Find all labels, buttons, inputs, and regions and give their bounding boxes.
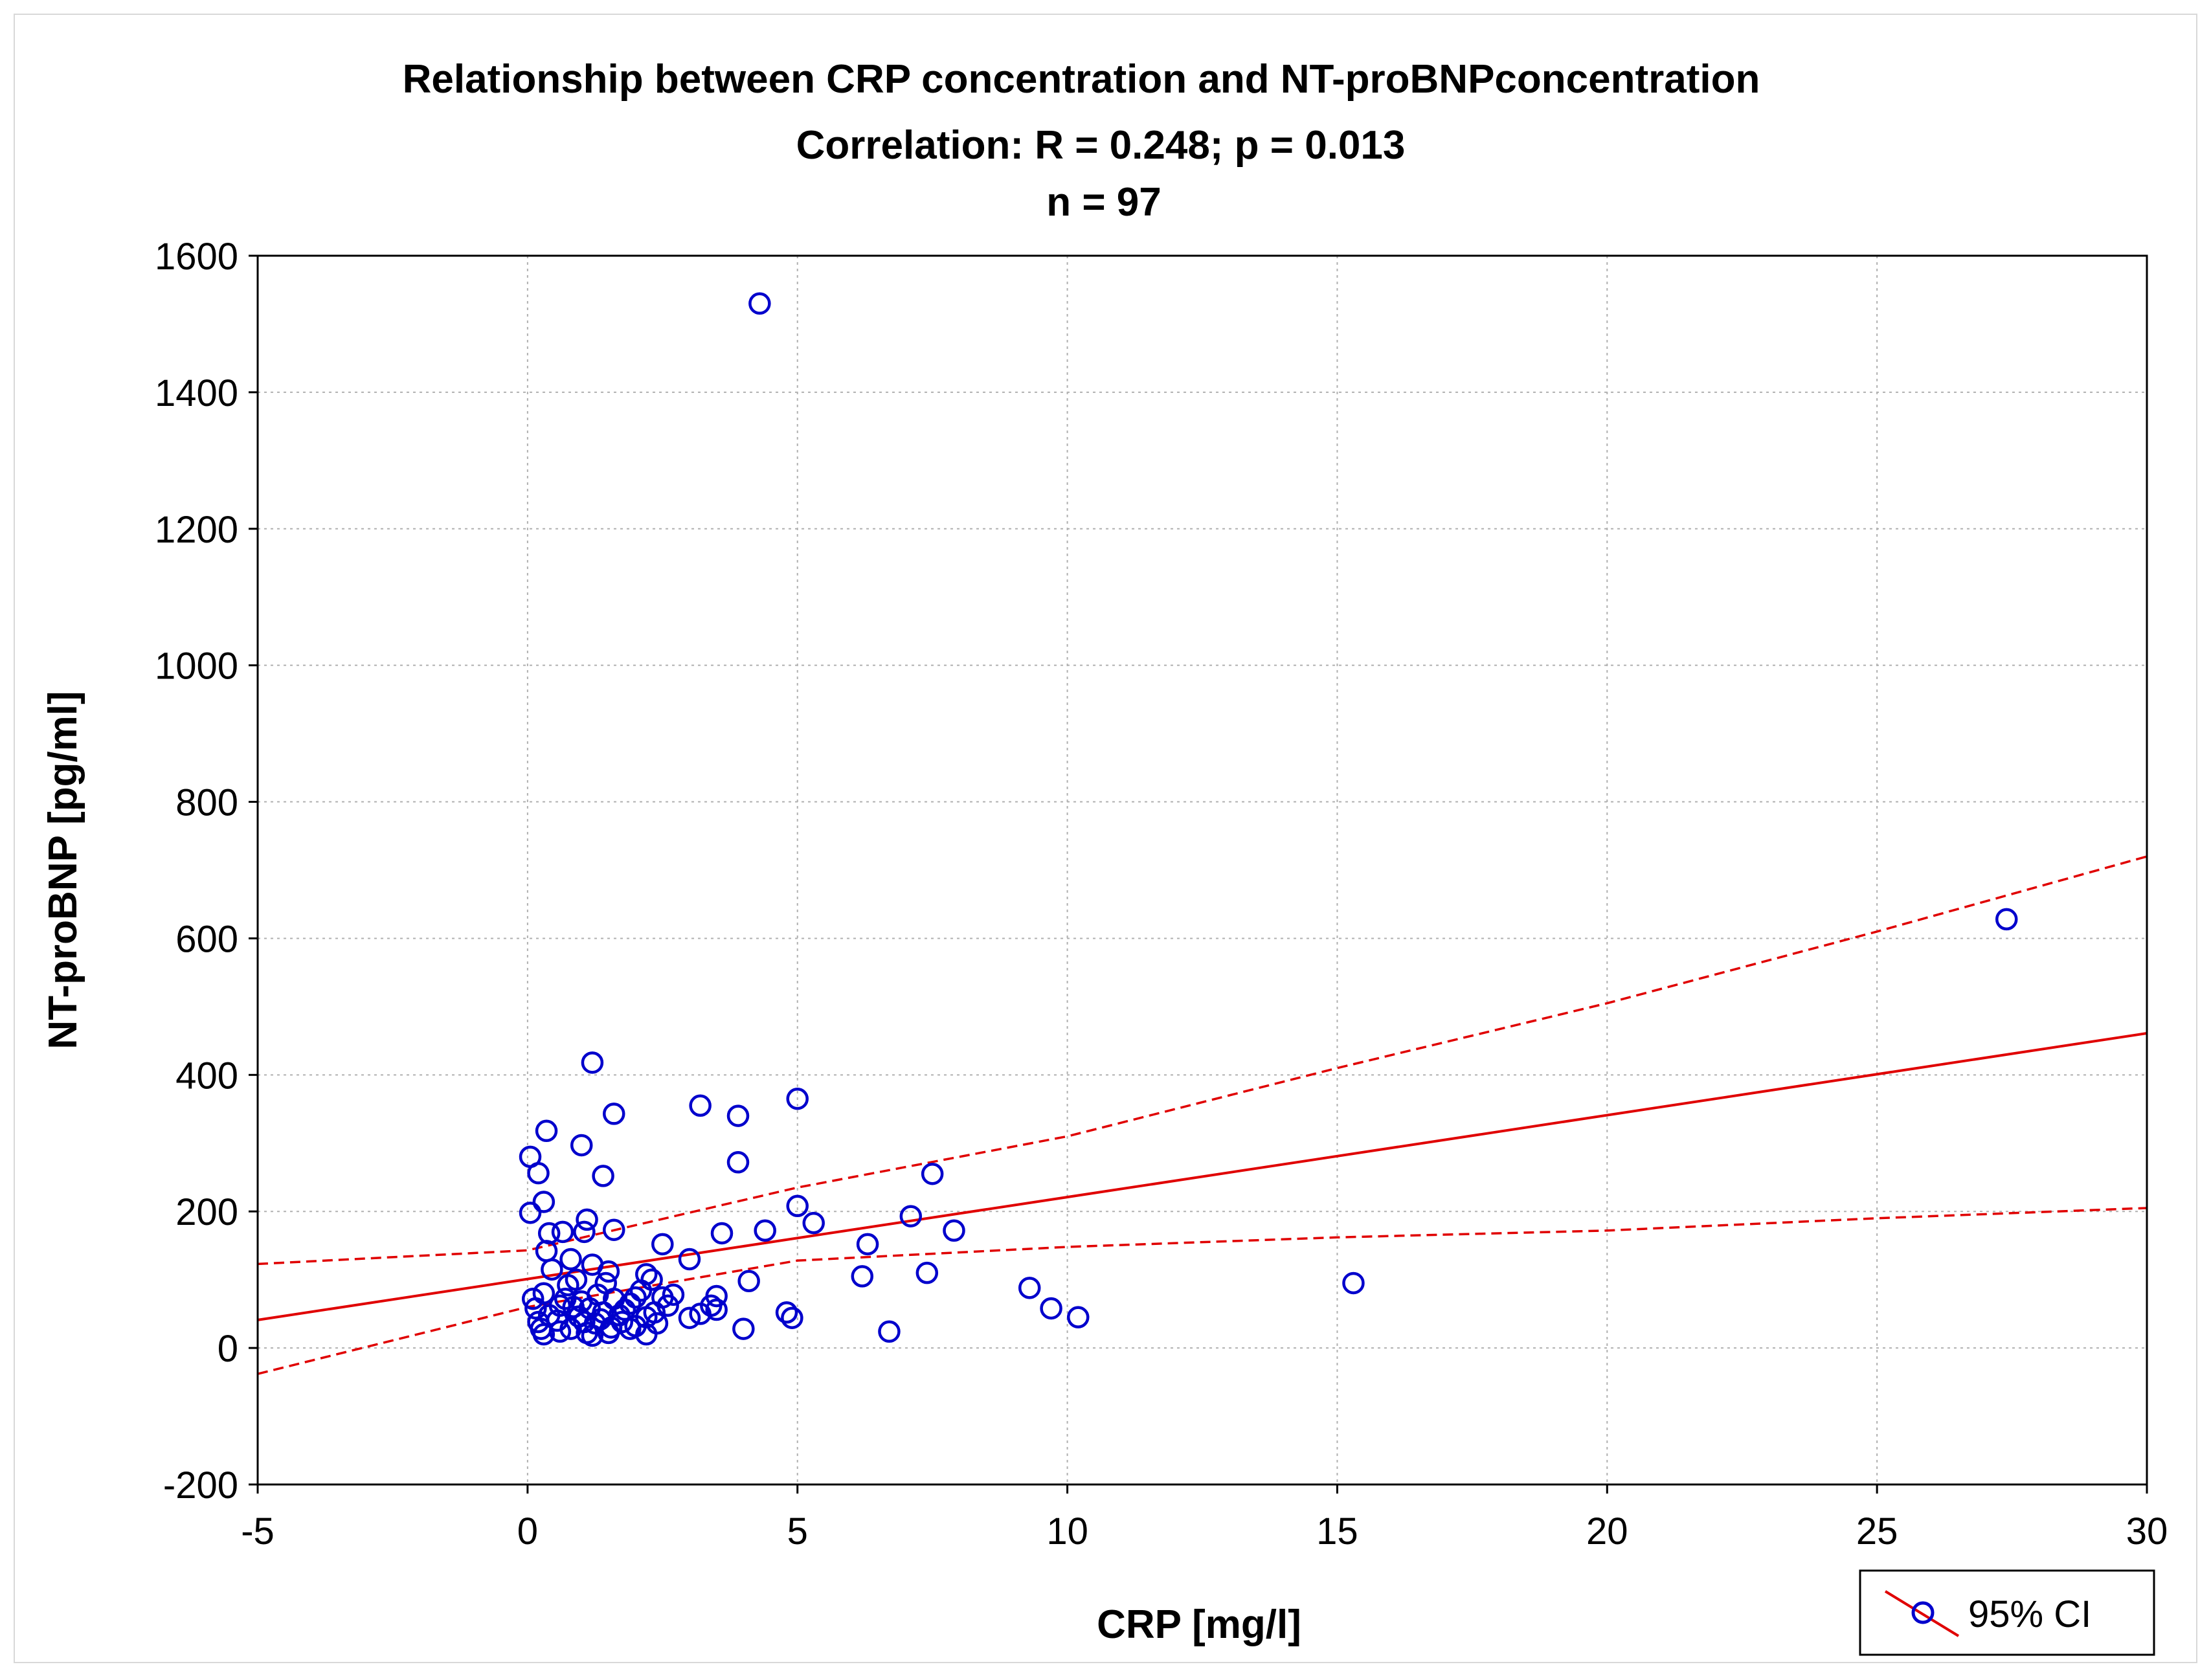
data-point: [856, 1233, 879, 1256]
data-point: [775, 1301, 798, 1324]
data-point: [530, 1317, 552, 1340]
data-point: [662, 1283, 685, 1306]
data-point: [592, 1165, 614, 1187]
data-point: [851, 1265, 874, 1288]
data-point: [732, 1317, 755, 1340]
legend: 95% CI: [1859, 1569, 2155, 1656]
data-point: [603, 1218, 625, 1241]
y-tick-label: -200: [163, 1464, 238, 1506]
data-point: [657, 1294, 679, 1317]
data-point: [541, 1258, 563, 1281]
upper-confidence-line: [257, 855, 2148, 1266]
data-point: [899, 1205, 923, 1227]
data-point: [613, 1298, 636, 1321]
y-tick-label: 1200: [155, 509, 238, 551]
data-point: [786, 1194, 809, 1218]
y-tick-label: 0: [218, 1328, 238, 1370]
data-point: [573, 1220, 596, 1244]
data-point: [567, 1305, 590, 1328]
data-point: [570, 1134, 593, 1157]
y-axis-ticks: -200 0 200 400 600 800 1000 1200 1400 1600: [155, 236, 258, 1506]
data-point: [726, 1151, 750, 1174]
data-point: [573, 1310, 596, 1334]
y-tick-label: 600: [175, 918, 238, 960]
data-point: [754, 1219, 776, 1242]
data-point: [1995, 908, 2018, 931]
confidence-band: [257, 855, 2148, 1375]
chart-title: Relationship between CRP concentration a…: [403, 57, 1760, 102]
data-point: [915, 1261, 939, 1284]
data-point: [878, 1320, 901, 1343]
data-point: [1066, 1306, 1090, 1328]
data-point: [1018, 1277, 1041, 1299]
y-tick-label: 200: [175, 1191, 238, 1233]
data-point: [611, 1310, 634, 1334]
x-tick-label: 10: [1046, 1510, 1088, 1552]
data-point: [581, 1051, 604, 1074]
data-point: [786, 1087, 809, 1110]
plot-area-border: [256, 254, 2148, 1486]
x-tick-label: 30: [2126, 1510, 2168, 1552]
data-point: [597, 1260, 620, 1283]
x-tick-label: 15: [1316, 1510, 1358, 1552]
data-point: [576, 1208, 598, 1231]
chart-frame: [14, 14, 2197, 1663]
legend-fit-line-swatch: [1884, 1590, 1960, 1637]
data-point: [535, 1119, 558, 1143]
x-tick-label: 0: [517, 1510, 538, 1552]
data-point: [594, 1271, 617, 1295]
data-point: [921, 1162, 944, 1185]
data-point: [678, 1306, 701, 1329]
y-tick-label: 1600: [155, 236, 238, 278]
data-point: [943, 1219, 965, 1242]
data-point: [532, 1191, 556, 1213]
data-point: [527, 1161, 550, 1185]
data-point: [802, 1211, 825, 1235]
data-point: [651, 1233, 674, 1256]
data-point: [557, 1273, 579, 1297]
data-points: [519, 292, 2018, 1347]
data-point: [726, 1104, 750, 1127]
data-point: [521, 1287, 544, 1310]
data-point: [589, 1308, 612, 1331]
data-point: [629, 1279, 653, 1302]
x-tick-label: 25: [1856, 1510, 1898, 1552]
chart-subtitle-n: n = 97: [1046, 180, 1162, 225]
data-point: [781, 1306, 803, 1329]
y-tick-label: 1000: [155, 645, 238, 688]
data-point: [551, 1220, 574, 1244]
data-point: [678, 1248, 701, 1271]
x-tick-label: -5: [241, 1510, 275, 1552]
y-tick-label: 400: [175, 1055, 238, 1097]
data-point: [1342, 1271, 1365, 1295]
data-point: [524, 1297, 547, 1320]
x-tick-label: 20: [1586, 1510, 1628, 1552]
legend-box: [1859, 1569, 2155, 1656]
lower-confidence-line: [257, 1207, 2148, 1375]
data-point: [710, 1222, 734, 1245]
chart-subtitle-correlation: Correlation: R = 0.248; p = 0.013: [796, 123, 1406, 168]
data-point: [737, 1270, 760, 1293]
data-point: [635, 1323, 658, 1346]
data-point: [689, 1094, 712, 1117]
y-axis-label: NT-proBNP [pg/ml]: [41, 691, 85, 1049]
data-point: [559, 1248, 582, 1271]
legend-label: 95% CI: [1968, 1593, 2091, 1635]
x-axis-ticks: -5 0 5 10 15 20 25 30: [241, 1484, 2168, 1552]
data-point: [1040, 1297, 1062, 1320]
x-axis-label: CRP [mg/l]: [1097, 1602, 1301, 1647]
x-tick-label: 5: [787, 1510, 808, 1552]
y-tick-label: 1400: [155, 372, 238, 414]
data-point: [748, 292, 771, 315]
data-point: [643, 1301, 666, 1324]
data-point: [705, 1298, 728, 1321]
data-point: [519, 1202, 542, 1224]
legend-point-swatch: [1911, 1601, 1935, 1624]
y-tick-label: 800: [175, 782, 238, 824]
data-point: [603, 1103, 625, 1125]
grid: [258, 256, 2147, 1484]
data-point: [700, 1294, 723, 1317]
